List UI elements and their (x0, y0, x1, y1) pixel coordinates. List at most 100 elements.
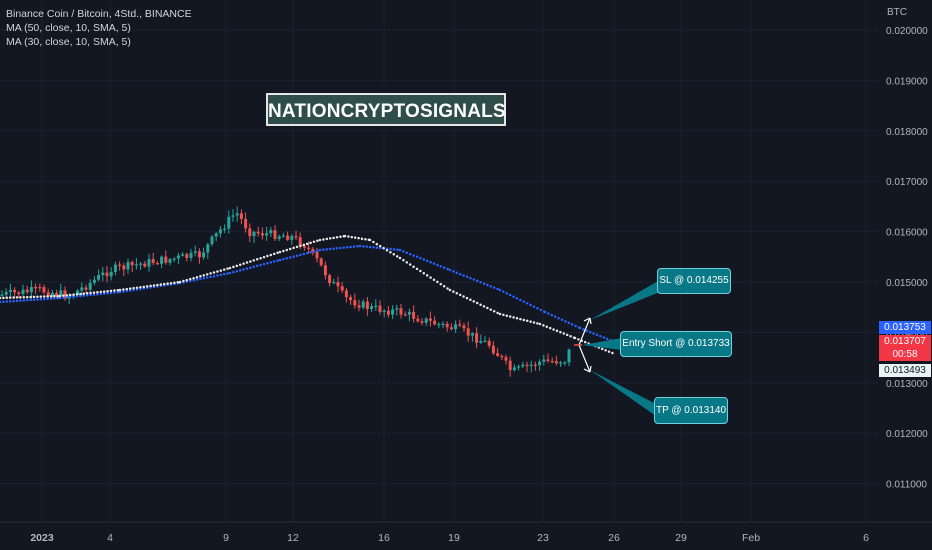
candle (307, 241, 311, 254)
candle (147, 253, 151, 272)
candle (248, 223, 252, 243)
candle (227, 210, 231, 234)
candle (42, 284, 46, 295)
candlestick-series (0, 206, 571, 377)
candle (164, 250, 168, 265)
candle (340, 282, 344, 294)
candle (223, 224, 227, 233)
candle (361, 299, 365, 310)
candle (542, 354, 546, 366)
candle (479, 334, 483, 344)
countdown-tag: 00:58 (879, 348, 931, 361)
candle (441, 321, 445, 329)
time-tick-label: 4 (107, 532, 113, 544)
candle (391, 305, 395, 320)
price-tick-label: 0.015000 (886, 278, 928, 289)
candle (525, 361, 529, 372)
price-tick-label: 0.020000 (886, 26, 928, 37)
chart-grid (0, 0, 878, 522)
candle (17, 290, 21, 299)
candle (97, 269, 101, 282)
candle (554, 355, 558, 366)
candle (260, 227, 264, 240)
candle (189, 248, 193, 262)
candle (235, 206, 239, 222)
time-axis: 2023 4 9 12 16 19 23 26 29 Feb 6 (0, 521, 932, 544)
ma-30-line (0, 234, 614, 355)
time-tick-label: 26 (608, 532, 620, 544)
candle (176, 252, 180, 265)
stop-loss-callout[interactable]: SL @ 0.014255 (657, 268, 731, 294)
candle (437, 322, 441, 329)
last-price-tag: 0.013707 (879, 335, 931, 348)
time-tick-label: 6 (863, 532, 869, 544)
candle (395, 304, 399, 316)
candle (155, 260, 159, 266)
candle (517, 364, 521, 371)
candle (454, 320, 458, 333)
candle (458, 319, 462, 328)
candle (172, 257, 176, 263)
time-tick-label: Feb (742, 532, 760, 544)
candle (38, 283, 42, 292)
candle (84, 284, 88, 294)
candle (193, 245, 197, 257)
candle (113, 261, 117, 276)
candle (319, 257, 323, 267)
candle (349, 294, 353, 305)
candle (538, 359, 542, 371)
candle (126, 258, 130, 274)
candle (550, 357, 554, 364)
candle (508, 356, 512, 377)
candle (449, 323, 453, 331)
watermark-text: NATIONCRYPTOSIGNALS (266, 93, 506, 126)
candle (323, 261, 327, 280)
candle (134, 258, 138, 270)
ma-50-line (0, 244, 616, 343)
candle (210, 235, 214, 247)
candle (290, 233, 294, 245)
price-tick-label: 0.017000 (886, 177, 928, 188)
candle (34, 283, 38, 294)
candle (281, 232, 285, 238)
price-tick-label: 0.018000 (886, 127, 928, 138)
candle (462, 322, 466, 332)
entry-short-callout[interactable]: Entry Short @ 0.013733 (620, 331, 732, 357)
ma-50-legend[interactable]: MA (50, close, 10, SMA, 5) (6, 22, 131, 34)
candle (231, 208, 235, 222)
time-tick-label: 29 (675, 532, 687, 544)
candle (63, 286, 67, 301)
ma-30-legend[interactable]: MA (30, close, 10, SMA, 5) (6, 36, 131, 48)
candle (546, 353, 550, 363)
candle (475, 327, 479, 349)
candle (521, 361, 525, 369)
candle (151, 252, 155, 266)
candle (412, 305, 416, 323)
candle (357, 299, 361, 312)
candle (197, 248, 201, 264)
price-tick-label: 0.016000 (886, 228, 928, 239)
candle (101, 267, 105, 282)
candle (483, 336, 487, 343)
ma-white-price-tag: 0.013493 (879, 364, 931, 377)
candle (504, 354, 508, 365)
candle (336, 276, 340, 293)
candle (567, 348, 571, 367)
candle (428, 311, 432, 327)
candle (130, 260, 134, 272)
take-profit-callout[interactable]: TP @ 0.013140 (654, 397, 728, 424)
candle (344, 288, 348, 303)
candle (13, 287, 17, 299)
candle (105, 266, 109, 283)
candle (559, 360, 563, 367)
candle (8, 283, 12, 297)
candle (466, 321, 470, 342)
symbol-title[interactable]: Binance Coin / Bitcoin, 4Std., BINANCE (6, 8, 192, 20)
candle (244, 212, 248, 233)
candle (122, 262, 126, 277)
candle (420, 318, 424, 326)
candle (399, 304, 403, 319)
time-tick-label: 23 (537, 532, 549, 544)
candle (512, 364, 516, 372)
